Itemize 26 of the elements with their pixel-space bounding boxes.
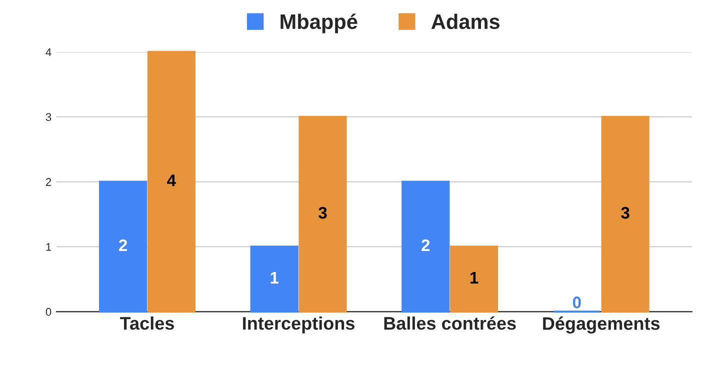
x-tick-label: Interceptions bbox=[243, 316, 354, 334]
data-label: 1 bbox=[470, 272, 478, 284]
data-label: 3 bbox=[621, 206, 630, 219]
bar bbox=[601, 116, 650, 313]
bar bbox=[402, 180, 450, 313]
data-label: 3 bbox=[318, 206, 327, 219]
y-tick-label: 1 bbox=[46, 243, 52, 251]
data-label: 2 bbox=[422, 239, 430, 252]
x-tick-label: Tacles bbox=[120, 316, 174, 330]
y-tick-label: 2 bbox=[46, 178, 52, 186]
y-tick-label: 3 bbox=[46, 113, 52, 121]
bar bbox=[250, 246, 298, 313]
y-tick-label: 0 bbox=[46, 308, 52, 316]
data-label: 1 bbox=[270, 272, 278, 284]
data-label: 0 bbox=[572, 296, 581, 308]
x-tick-label: Dégagements bbox=[543, 316, 660, 334]
bar bbox=[298, 116, 347, 313]
x-tick-label: Balles contrées bbox=[384, 316, 516, 330]
data-label: 2 bbox=[118, 239, 128, 252]
bar bbox=[450, 246, 498, 313]
data-label: 4 bbox=[167, 174, 176, 186]
y-tick-label: 4 bbox=[46, 48, 52, 56]
bar bbox=[99, 180, 148, 313]
bar bbox=[147, 50, 196, 313]
legend-label: Adams bbox=[431, 14, 500, 30]
legend-label: Mbappé bbox=[280, 14, 358, 34]
